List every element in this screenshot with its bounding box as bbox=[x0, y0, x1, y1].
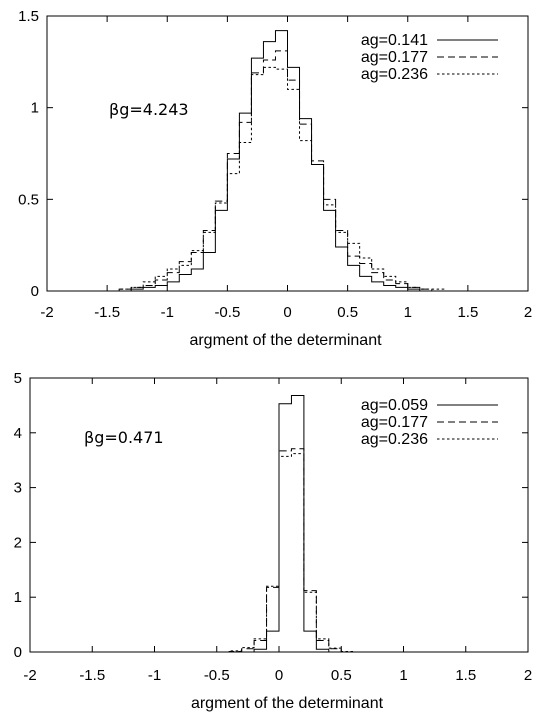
series-histogram-1 bbox=[107, 30, 468, 292]
series-histogram-2 bbox=[107, 50, 468, 292]
y-tick-label: 1 bbox=[31, 100, 39, 117]
x-tick-label: 1 bbox=[399, 667, 407, 684]
x-tick-label: 0 bbox=[283, 304, 291, 321]
x-tick-label: 1 bbox=[404, 304, 412, 321]
x-tick-label: -0.5 bbox=[204, 667, 230, 684]
series-histogram-3 bbox=[216, 453, 355, 653]
series-histogram-2 bbox=[216, 448, 354, 653]
y-tick-label: 4 bbox=[14, 425, 22, 442]
legend-label: ag=0.059 bbox=[361, 397, 428, 414]
x-tick-label: -2 bbox=[40, 304, 53, 321]
y-tick-label: 5 bbox=[14, 370, 22, 387]
chart-panel-1: -2 -1.5 -1 -0.5 0 0.5 1 1.5 2 0 0.5 1 1.5 argment of … bbox=[18, 8, 532, 349]
x-tick-label: -1 bbox=[161, 304, 174, 321]
y-tick-label: 2 bbox=[14, 534, 22, 551]
x-tick-label: 0.5 bbox=[337, 304, 358, 321]
legend-label: ag=0.236 bbox=[361, 66, 428, 83]
x-tick-label: 0.5 bbox=[331, 667, 352, 684]
x-tick-label: 2 bbox=[524, 667, 532, 684]
x-tick-label: -0.5 bbox=[214, 304, 240, 321]
x-tick-label: -2 bbox=[23, 667, 36, 684]
y-tick-label: 0.5 bbox=[18, 191, 39, 208]
x-tick-label: -1 bbox=[148, 667, 161, 684]
y-tick-label: 0 bbox=[14, 644, 22, 661]
y-tick-label: 0 bbox=[31, 283, 39, 300]
y-tick-label: 3 bbox=[14, 480, 22, 497]
x-tick-label: 1.5 bbox=[455, 667, 476, 684]
legend-label: ag=0.177 bbox=[361, 49, 428, 66]
x-tick-label: 0 bbox=[275, 667, 283, 684]
x-tick-label: 2 bbox=[524, 304, 532, 321]
y-tick-label: 1 bbox=[14, 589, 22, 606]
legend-label: ag=0.141 bbox=[361, 32, 428, 49]
x-axis-label: argment of the determinant bbox=[189, 332, 382, 349]
x-tick-label: -1.5 bbox=[94, 304, 120, 321]
beta-g-annotation: βg=0.471 bbox=[84, 428, 164, 447]
y-tick-label: 1.5 bbox=[18, 8, 39, 25]
x-tick-label: -1.5 bbox=[79, 667, 105, 684]
legend-label: ag=0.177 bbox=[361, 414, 428, 431]
beta-g-annotation: βg=4.243 bbox=[109, 100, 189, 119]
x-axis-label: argment of the determinant bbox=[191, 695, 384, 712]
legend-label: ag=0.236 bbox=[361, 431, 428, 448]
series-histogram-1 bbox=[216, 395, 354, 653]
x-tick-label: 1.5 bbox=[457, 304, 478, 321]
chart-panel-2: -2 -1.5 -1 -0.5 0 0.5 1 1.5 2 0 1 2 3 4 5 argment of th… bbox=[14, 370, 533, 712]
